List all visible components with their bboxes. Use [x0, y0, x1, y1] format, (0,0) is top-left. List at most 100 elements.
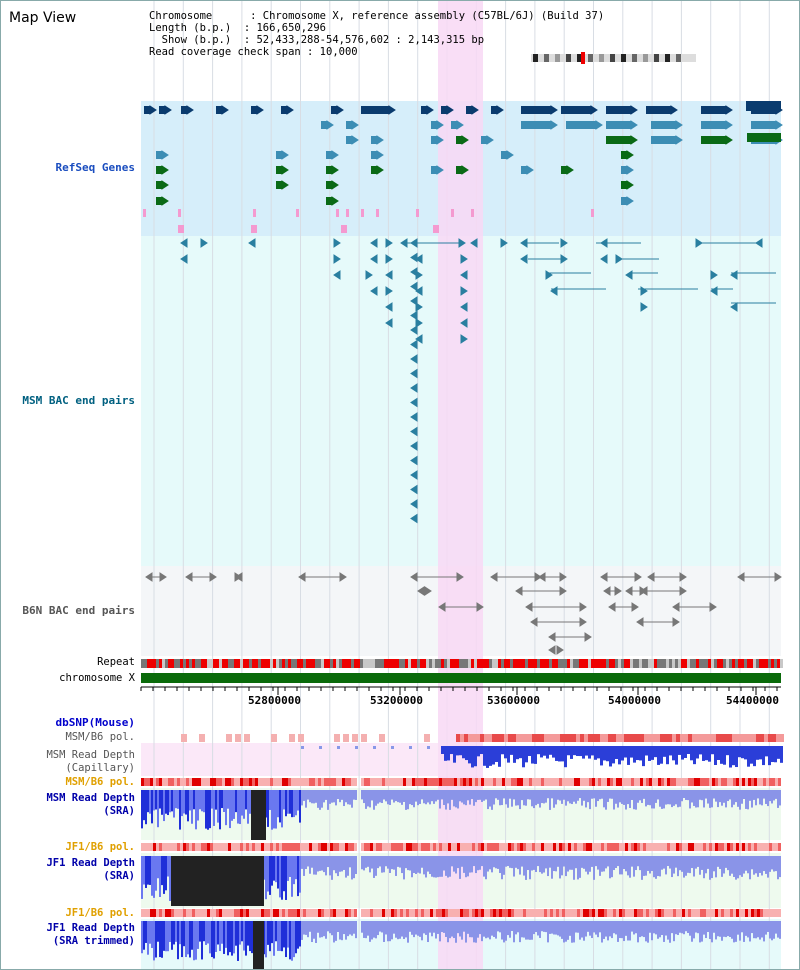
- gene-direction-arrow[interactable]: [281, 165, 289, 175]
- bac-end-marker[interactable]: [548, 645, 556, 655]
- bac-end-marker[interactable]: [640, 586, 648, 596]
- gene-direction-arrow[interactable]: [725, 105, 733, 115]
- gene-direction-arrow[interactable]: [630, 135, 638, 145]
- gene-direction-arrow[interactable]: [281, 150, 289, 160]
- bac-end-marker[interactable]: [385, 254, 393, 264]
- bac-end-marker[interactable]: [460, 318, 468, 328]
- gene-direction-arrow[interactable]: [161, 180, 169, 190]
- gene-direction-arrow[interactable]: [161, 150, 169, 160]
- bac-end-marker[interactable]: [145, 572, 153, 582]
- bac-end-marker[interactable]: [774, 572, 782, 582]
- gene-direction-arrow[interactable]: [626, 150, 634, 160]
- bac-end-marker[interactable]: [600, 572, 608, 582]
- gene-direction-arrow[interactable]: [506, 150, 514, 160]
- bac-end-marker[interactable]: [385, 302, 393, 312]
- bac-end-marker[interactable]: [640, 302, 648, 312]
- bac-end-marker[interactable]: [460, 334, 468, 344]
- bac-end-marker[interactable]: [185, 572, 193, 582]
- gene-direction-arrow[interactable]: [675, 135, 683, 145]
- bac-end-marker[interactable]: [410, 281, 418, 292]
- bac-end-marker[interactable]: [370, 286, 378, 296]
- bac-end-marker[interactable]: [410, 441, 418, 451]
- bac-end-marker[interactable]: [460, 286, 468, 296]
- bac-end-marker[interactable]: [730, 302, 738, 312]
- bac-end-marker[interactable]: [500, 238, 508, 248]
- gene-direction-arrow[interactable]: [161, 196, 169, 206]
- track-label-refseq[interactable]: RefSeq Genes: [55, 161, 135, 174]
- gene-direction-arrow[interactable]: [630, 120, 638, 130]
- gene-direction-arrow[interactable]: [626, 196, 634, 206]
- gene-direction-arrow[interactable]: [486, 135, 494, 145]
- gene-direction-arrow[interactable]: [376, 150, 384, 160]
- gene-direction-arrow[interactable]: [256, 105, 264, 115]
- bac-end-marker[interactable]: [410, 310, 418, 321]
- bac-end-marker[interactable]: [456, 572, 464, 582]
- gene-direction-arrow[interactable]: [351, 120, 359, 130]
- bac-end-marker[interactable]: [608, 602, 616, 612]
- gene-direction-arrow[interactable]: [331, 165, 339, 175]
- bac-end-marker[interactable]: [180, 254, 188, 264]
- gene-direction-arrow[interactable]: [164, 105, 172, 115]
- bac-end-marker[interactable]: [584, 632, 592, 642]
- gene-direction-arrow[interactable]: [630, 105, 638, 115]
- bac-end-marker[interactable]: [365, 270, 373, 280]
- bac-end-marker[interactable]: [520, 254, 528, 264]
- gene-direction-arrow[interactable]: [281, 180, 289, 190]
- bac-end-marker[interactable]: [370, 254, 378, 264]
- gene-direction-arrow[interactable]: [331, 196, 339, 206]
- bac-end-marker[interactable]: [631, 602, 639, 612]
- bac-end-marker[interactable]: [625, 586, 633, 596]
- bac-end-marker[interactable]: [560, 238, 568, 248]
- bac-end-marker[interactable]: [234, 572, 242, 582]
- bac-end-marker[interactable]: [415, 334, 423, 344]
- gene-direction-arrow[interactable]: [725, 135, 733, 145]
- bac-end-marker[interactable]: [410, 325, 418, 335]
- bac-end-marker[interactable]: [385, 270, 393, 280]
- bac-end-marker[interactable]: [559, 572, 567, 582]
- bac-end-marker[interactable]: [476, 602, 484, 612]
- gene-direction-arrow[interactable]: [331, 180, 339, 190]
- gene-direction-arrow[interactable]: [471, 105, 479, 115]
- gene-direction-arrow[interactable]: [595, 120, 603, 130]
- gene-direction-arrow[interactable]: [550, 105, 558, 115]
- bac-end-marker[interactable]: [634, 572, 642, 582]
- gene-direction-arrow[interactable]: [526, 165, 534, 175]
- bac-end-marker[interactable]: [410, 470, 418, 480]
- gene-direction-arrow[interactable]: [221, 105, 229, 115]
- bac-end-marker[interactable]: [460, 302, 468, 312]
- gene-direction-arrow[interactable]: [626, 165, 634, 175]
- track-label-msm-bac[interactable]: MSM BAC end pairs: [22, 394, 135, 407]
- bac-end-marker[interactable]: [209, 572, 217, 582]
- bac-end-marker[interactable]: [410, 397, 418, 408]
- bac-end-marker[interactable]: [415, 254, 423, 264]
- bac-end-marker[interactable]: [370, 238, 378, 248]
- gene-direction-arrow[interactable]: [186, 105, 194, 115]
- bac-end-marker[interactable]: [410, 339, 418, 350]
- bac-end-marker[interactable]: [679, 572, 687, 582]
- bac-end-marker[interactable]: [737, 572, 745, 582]
- bac-end-marker[interactable]: [385, 238, 393, 248]
- gene-direction-arrow[interactable]: [461, 135, 469, 145]
- gene-direction-arrow[interactable]: [775, 120, 783, 130]
- bac-end-marker[interactable]: [333, 254, 341, 264]
- bac-end-marker[interactable]: [410, 426, 418, 437]
- gene-direction-arrow[interactable]: [496, 105, 504, 115]
- bac-end-marker[interactable]: [579, 617, 587, 627]
- bac-end-marker[interactable]: [410, 252, 418, 263]
- gene-direction-arrow[interactable]: [388, 105, 396, 115]
- gene-direction-arrow[interactable]: [436, 120, 444, 130]
- bac-end-marker[interactable]: [525, 602, 533, 612]
- gene-direction-arrow[interactable]: [446, 105, 454, 115]
- bac-end-marker[interactable]: [339, 572, 347, 582]
- track-label-b6n-bac[interactable]: B6N BAC end pairs: [22, 604, 135, 617]
- bac-end-marker[interactable]: [530, 617, 538, 627]
- gene-direction-arrow[interactable]: [149, 105, 157, 115]
- bac-end-marker[interactable]: [515, 586, 523, 596]
- gene-direction-arrow[interactable]: [376, 135, 384, 145]
- bac-end-marker[interactable]: [417, 586, 425, 596]
- bac-end-marker[interactable]: [600, 254, 608, 264]
- bac-end-marker[interactable]: [415, 318, 423, 328]
- gene-direction-arrow[interactable]: [326, 120, 334, 130]
- gene-direction-arrow[interactable]: [461, 165, 469, 175]
- bac-end-marker[interactable]: [710, 270, 718, 280]
